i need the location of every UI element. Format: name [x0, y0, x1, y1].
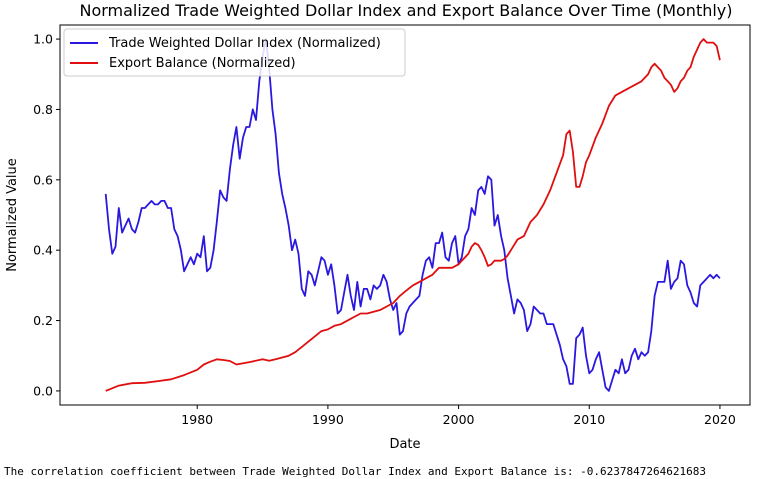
legend-box — [63, 28, 406, 77]
x-tick-label: 1980 — [181, 412, 213, 427]
y-tick-label: 1.0 — [33, 32, 53, 47]
dollar-index-line — [104, 38, 721, 392]
y-axis-ticks: 0.0 0.2 0.4 0.6 0.8 1.0 — [33, 32, 60, 398]
legend-label-export: Export Balance (Normalized) — [109, 56, 296, 71]
y-tick-label: 0.6 — [33, 172, 53, 187]
chart-title: Normalized Trade Weighted Dollar Index a… — [79, 1, 732, 20]
legend: Trade Weighted Dollar Index (Normalized)… — [63, 28, 406, 77]
plot-frame — [59, 24, 751, 406]
x-axis-label: Date — [389, 437, 420, 452]
x-tick-label: 2020 — [704, 412, 736, 427]
x-tick-label: 1990 — [312, 412, 344, 427]
y-tick-label: 0.4 — [33, 243, 53, 258]
export-balance-line — [105, 38, 721, 392]
x-tick-label: 2000 — [443, 412, 475, 427]
series-lines — [104, 38, 721, 392]
y-tick-label: 0.2 — [33, 313, 53, 328]
x-tick-label: 2010 — [573, 412, 605, 427]
plot-area — [60, 25, 750, 405]
y-axis-label: Normalized Value — [5, 158, 20, 272]
y-tick-label: 0.0 — [33, 383, 53, 398]
x-axis-ticks: 1980 1990 2000 2010 2020 — [181, 405, 736, 427]
y-tick-label: 0.8 — [33, 102, 53, 117]
legend-label-dollar: Trade Weighted Dollar Index (Normalized) — [108, 36, 381, 51]
correlation-note: The correlation coefficient between Trad… — [4, 465, 706, 478]
